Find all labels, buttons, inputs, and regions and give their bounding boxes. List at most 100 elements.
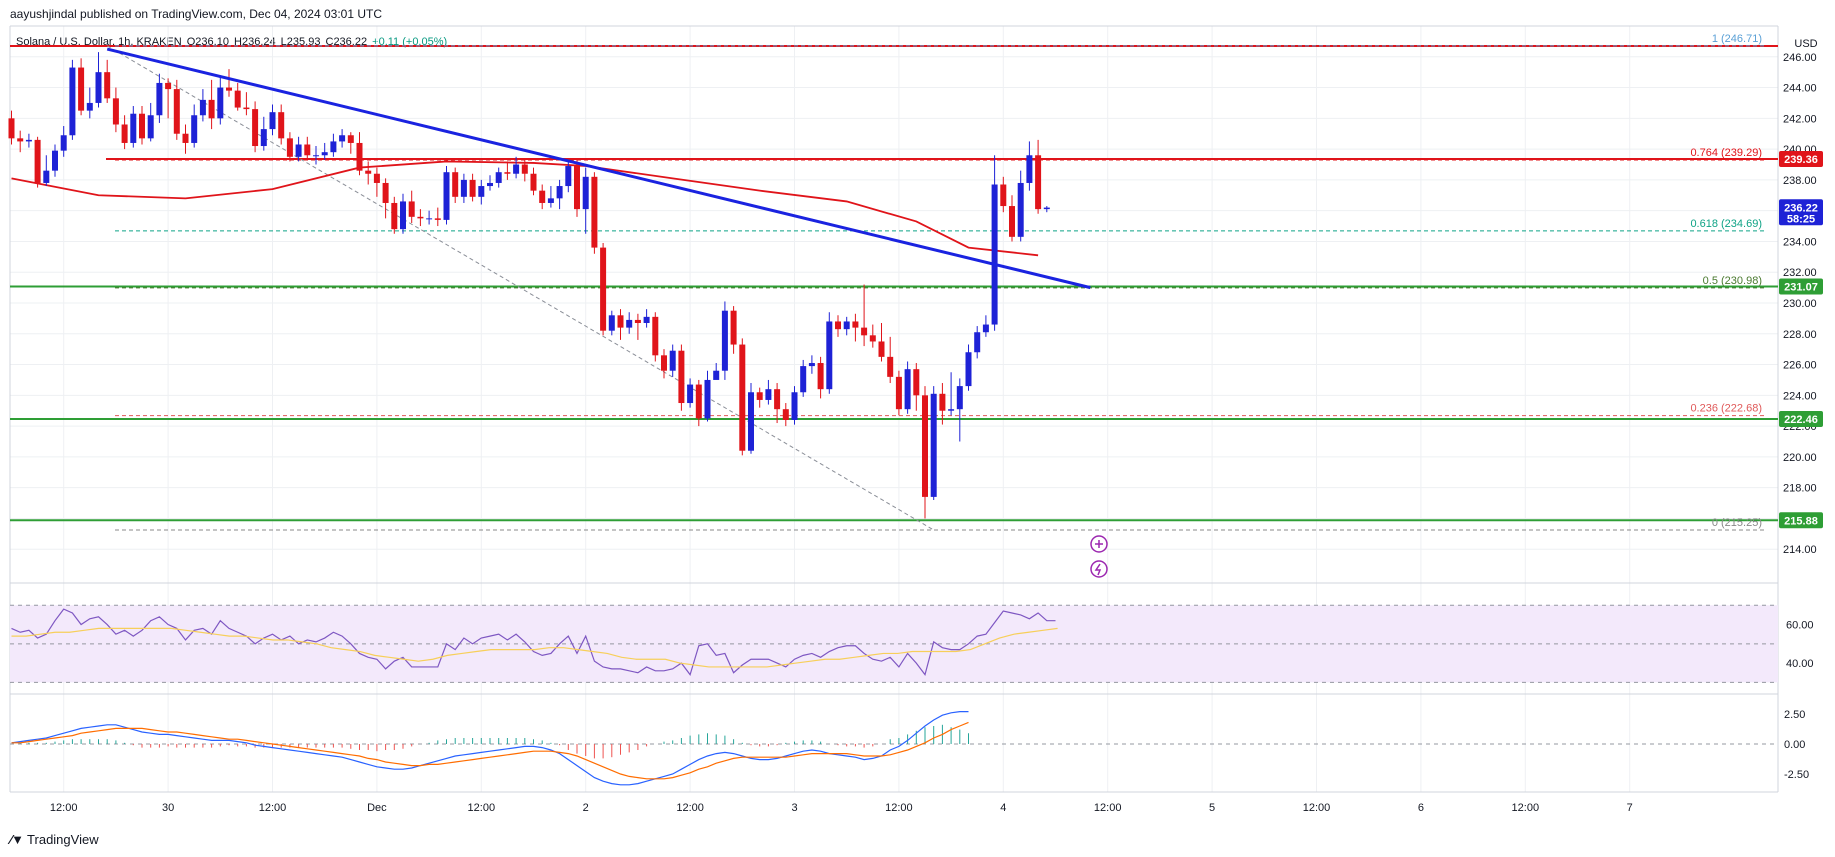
candle-body <box>782 409 789 420</box>
candle-body <box>930 393 937 497</box>
candle-body <box>95 72 102 103</box>
price-tick: 238.00 <box>1783 175 1817 187</box>
candle-body <box>208 99 215 119</box>
candle-body <box>669 350 676 371</box>
candle-body <box>321 152 328 156</box>
candle-body <box>304 144 311 156</box>
fib-level-label: 0 (215.25) <box>1712 517 1762 529</box>
candle-body <box>1035 155 1042 210</box>
candle-body <box>147 115 154 139</box>
time-tick: 12:00 <box>676 802 704 814</box>
candle-body <box>913 369 920 396</box>
macd-tick: 2.50 <box>1784 709 1805 721</box>
candle-body <box>1017 182 1024 237</box>
candle-body <box>956 386 963 410</box>
candle-body <box>730 310 737 345</box>
symbol-name[interactable]: Solana / U.S. Dollar, 1h, KRAKEN <box>16 36 182 48</box>
price-tag <box>1779 199 1823 226</box>
candle-body <box>643 316 650 324</box>
chart-icons[interactable] <box>1090 535 1108 578</box>
candle-body <box>34 139 41 183</box>
candle-body <box>295 144 302 157</box>
candle-body <box>739 344 746 451</box>
time-tick: Dec <box>367 802 387 814</box>
close-value: C236.22 <box>325 36 368 48</box>
price-tag-label: 231.07 <box>1784 282 1818 294</box>
time-tick: 2 <box>583 802 589 814</box>
candle-body <box>600 247 607 331</box>
candle-body <box>478 186 485 197</box>
candle-body <box>869 335 876 342</box>
fib-level-label: 0.5 (230.98) <box>1703 275 1762 287</box>
candle-body <box>252 109 259 147</box>
tradingview-logo-icon: ⁄▼ <box>10 832 24 847</box>
ma-line <box>11 160 1039 257</box>
candle-body <box>365 170 372 174</box>
candle-body <box>391 202 398 230</box>
price-axis[interactable]: USD246.00244.00242.00240.00238.00236.002… <box>1783 38 1818 781</box>
candle-body <box>1026 155 1033 183</box>
rsi-pane <box>10 604 1778 683</box>
candle-body <box>60 135 67 151</box>
candle-body <box>382 182 389 203</box>
candle-body <box>78 67 85 111</box>
candle-body <box>904 369 911 410</box>
candle-body <box>556 186 563 199</box>
candle-body <box>695 384 702 419</box>
trendline-group[interactable] <box>106 47 1091 290</box>
price-tag-label: 222.46 <box>1784 414 1818 426</box>
rsi-tick: 40.00 <box>1786 658 1814 670</box>
price-tick: 234.00 <box>1783 236 1817 248</box>
candle-body <box>547 198 554 203</box>
macd-tick: 0.00 <box>1784 739 1805 751</box>
time-axis[interactable]: 12:00 30 12:00 Dec 12:00 2 12:00 3 12:00 4 12:00 5 1… <box>50 802 1633 814</box>
candle-body <box>922 395 928 497</box>
price-tick: 226.00 <box>1783 360 1817 372</box>
candle-body <box>1043 207 1050 210</box>
candle-body <box>156 82 163 116</box>
price-tick: 218.00 <box>1783 483 1817 495</box>
candle-body <box>139 113 145 139</box>
publisher-line: aayushjindal published on TradingView.co… <box>10 7 383 21</box>
candle-body <box>808 363 815 367</box>
moving-average <box>11 160 1039 257</box>
candle-body <box>617 315 624 328</box>
candle-body <box>121 124 128 143</box>
alert-icon-glyph <box>1095 540 1103 548</box>
candle-body <box>243 107 250 110</box>
candle-body <box>426 218 433 220</box>
candle-body <box>965 352 972 387</box>
candle-body <box>8 118 15 139</box>
candle-body <box>452 172 459 197</box>
candle-body <box>678 350 685 404</box>
candle-body <box>991 184 998 325</box>
time-tick: 12:00 <box>50 802 78 814</box>
fib-diagonal <box>106 45 934 531</box>
candle-body <box>826 321 833 390</box>
candle-body <box>574 166 580 210</box>
time-tick: 12:00 <box>259 802 287 814</box>
candle-body <box>165 82 172 90</box>
candle-body <box>469 179 476 197</box>
candle-body <box>626 319 633 328</box>
candle-body <box>974 332 981 353</box>
price-tick: 214.00 <box>1783 544 1817 556</box>
candle-body <box>721 310 728 371</box>
candle-body <box>86 102 93 111</box>
tradingview-logo[interactable]: ⁄▼ TradingView <box>10 832 99 847</box>
candle-body <box>895 376 902 410</box>
candle-body <box>278 112 285 139</box>
candle-body <box>1000 184 1007 207</box>
candle-body <box>495 172 502 183</box>
candle-body <box>530 173 537 191</box>
time-tick: 12:00 <box>1303 802 1331 814</box>
candle-body <box>234 90 241 108</box>
candle-body <box>25 139 32 142</box>
candle-body <box>173 89 180 134</box>
candle-body <box>713 370 720 380</box>
candle-body <box>130 113 137 143</box>
candle-body <box>356 142 363 171</box>
candle-body <box>217 87 224 119</box>
